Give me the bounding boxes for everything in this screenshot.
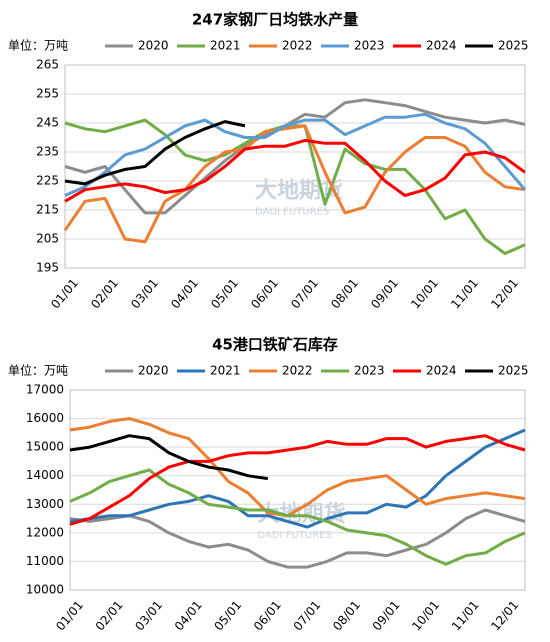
x-tick-label: 04/01: [168, 276, 201, 311]
legend-label: 2024: [426, 39, 457, 53]
unit-label: 单位：万吨: [8, 38, 68, 53]
x-tick-label: 01/01: [48, 276, 81, 311]
x-tick-label: 02/01: [88, 276, 121, 311]
legend-label: 2025: [498, 364, 529, 378]
x-tick-label: 09/01: [368, 276, 401, 311]
y-tick-label: 215: [36, 203, 59, 217]
x-tick-label: 11/01: [448, 276, 481, 311]
y-tick-label: 225: [36, 174, 59, 188]
x-tick-label: 09/01: [370, 598, 403, 633]
x-tick-label: 08/01: [330, 598, 363, 633]
legend-label: 2020: [138, 364, 169, 378]
y-tick-label: 195: [36, 261, 59, 275]
y-tick-label: 13000: [26, 497, 64, 511]
x-tick-label: 07/01: [291, 598, 324, 633]
legend-label: 2023: [354, 39, 385, 53]
plot-border: [69, 389, 526, 591]
y-tick-label: 14000: [26, 468, 64, 482]
y-tick-label: 245: [36, 116, 59, 130]
y-tick-label: 11000: [26, 554, 64, 568]
x-tick-label: 05/01: [208, 276, 241, 311]
y-tick-label: 235: [36, 145, 59, 159]
x-tick-label: 06/01: [251, 598, 284, 633]
series-line: [64, 120, 246, 186]
series-line: [69, 508, 526, 569]
x-tick-label: 10/01: [408, 276, 441, 311]
x-tick-label: 10/01: [409, 598, 442, 633]
x-tick-label: 03/01: [132, 598, 165, 633]
y-tick-label: 15000: [26, 440, 64, 454]
chart-title: 45港口铁矿石库存: [212, 336, 338, 354]
x-tick-label: 12/01: [488, 598, 521, 633]
x-tick-label: 01/01: [53, 598, 86, 633]
legend-label: 2025: [498, 39, 529, 53]
legend-label: 2020: [138, 39, 169, 53]
series-line: [69, 428, 526, 529]
x-tick-label: 11/01: [449, 598, 482, 633]
series-line: [69, 434, 269, 481]
y-tick-label: 10000: [26, 583, 64, 597]
unit-label: 单位：万吨: [8, 363, 68, 378]
chart-title: 247家钢厂日均铁水产量: [192, 11, 358, 29]
x-tick-label: 07/01: [288, 276, 321, 311]
series-line: [64, 98, 526, 215]
x-tick-label: 03/01: [128, 276, 161, 311]
series-line: [69, 468, 526, 566]
y-tick-label: 265: [36, 58, 59, 72]
y-tick-label: 17000: [26, 383, 64, 397]
x-tick-label: 05/01: [211, 598, 244, 633]
y-tick-label: 255: [36, 87, 59, 101]
y-tick-label: 205: [36, 232, 59, 246]
x-tick-label: 04/01: [172, 598, 205, 633]
x-tick-label: 06/01: [248, 276, 281, 311]
legend-label: 2021: [210, 39, 241, 53]
x-tick-label: 12/01: [488, 276, 521, 311]
legend-label: 2022: [282, 364, 313, 378]
watermark-sub: DADI FUTURES: [258, 530, 332, 541]
series-line: [69, 434, 526, 526]
legend-label: 2024: [426, 364, 457, 378]
legend-label: 2021: [210, 364, 241, 378]
series-line: [64, 138, 526, 203]
legend-label: 2023: [354, 364, 385, 378]
x-tick-label: 02/01: [93, 598, 126, 633]
x-tick-label: 08/01: [328, 276, 361, 311]
series-line: [64, 112, 527, 197]
series-line: [63, 124, 526, 244]
series-line: [69, 417, 526, 518]
watermark-sub: DADI FUTURES: [255, 207, 329, 218]
legend-label: 2022: [282, 39, 313, 53]
y-tick-label: 16000: [26, 411, 64, 425]
y-tick-label: 12000: [26, 525, 64, 539]
